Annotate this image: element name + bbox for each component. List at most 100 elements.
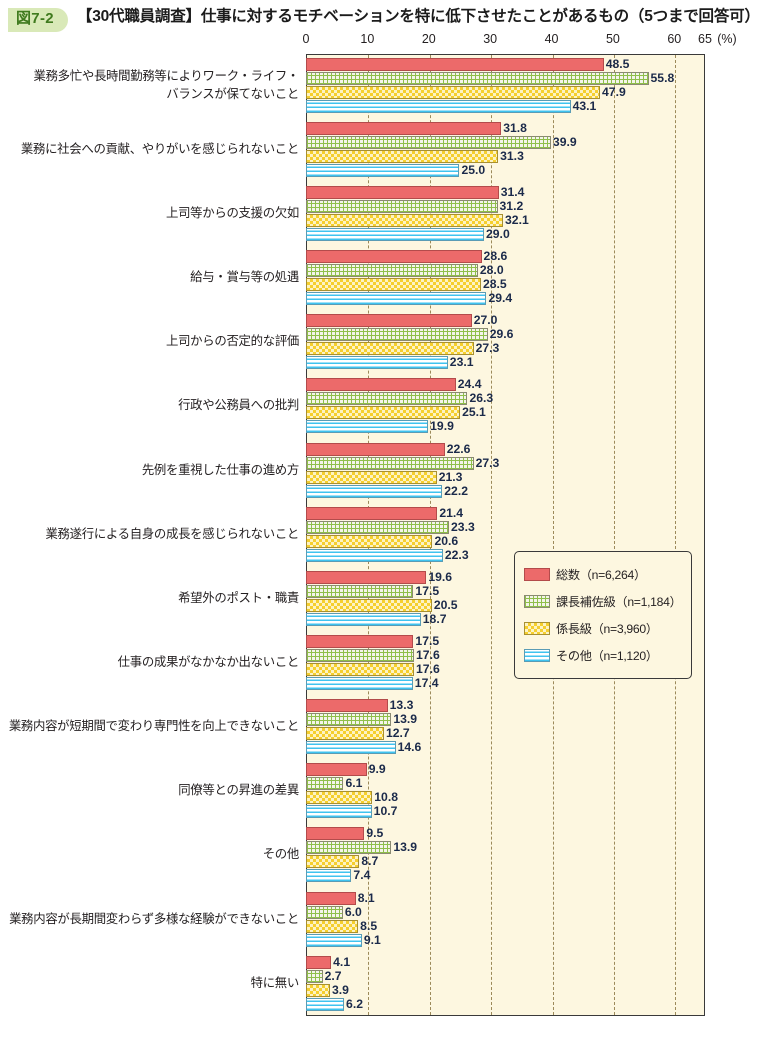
bar-総数（n=6,264）[interactable] <box>306 699 388 713</box>
bar-value-label: 10.8 <box>374 790 399 805</box>
bar-value-label: 31.4 <box>500 185 525 200</box>
bar-係長級（n=3,960）[interactable] <box>306 85 601 99</box>
bar-その他（n=1,120）[interactable] <box>306 869 352 883</box>
x-tick-10: 10 <box>360 31 375 46</box>
bar-課長補佐級（n=1,184）[interactable] <box>306 392 468 406</box>
bar-課長補佐級（n=1,184）[interactable] <box>306 713 392 727</box>
x-axis-tick-labels: 0 10 20 30 40 50 60 65 (%) <box>0 32 760 54</box>
bar-その他（n=1,120）[interactable] <box>306 420 429 434</box>
bar-その他（n=1,120）[interactable] <box>306 356 448 370</box>
category-label: 業務多忙や長時間勤務等によりワーク・ライフ・ バランスが保てないこと <box>0 68 300 104</box>
legend-item-assistant_manager[interactable]: 課長補佐級（n=1,184） <box>524 588 683 615</box>
gridline-30 <box>491 54 493 1015</box>
bar-課長補佐級（n=1,184）[interactable] <box>306 969 323 983</box>
bar-課長補佐級（n=1,184）[interactable] <box>306 264 478 278</box>
legend-swatch-assistant_manager <box>524 594 550 608</box>
bar-係長級（n=3,960）[interactable] <box>306 278 481 292</box>
chart-row: 給与・賞与等の処遇 28.6 28.0 28.5 29.4 <box>0 249 760 306</box>
bar-総数（n=6,264）[interactable] <box>306 570 427 584</box>
category-label-line: 給与・賞与等の処遇 <box>190 270 299 285</box>
bar-value-label: 23.1 <box>449 355 474 370</box>
bar-その他（n=1,120）[interactable] <box>306 99 571 113</box>
bar-その他（n=1,120）[interactable] <box>306 997 345 1011</box>
chart-container: 0 10 20 30 40 50 60 65 (%) 業務多忙や長時間勤務等によりワーク・ライフ… <box>0 32 760 1037</box>
legend-swatch-section_chief <box>524 621 550 635</box>
bar-総数（n=6,264）[interactable] <box>306 121 502 135</box>
bar-係長級（n=3,960）[interactable] <box>306 534 433 548</box>
category-label-line: 仕事の成果がなかなか出ないこと <box>117 655 300 670</box>
bar-その他（n=1,120）[interactable] <box>306 292 487 306</box>
x-tick-65: 65 <box>698 31 712 46</box>
bar-課長補佐級（n=1,184）[interactable] <box>306 328 488 342</box>
bar-係長級（n=3,960）[interactable] <box>306 149 499 163</box>
bar-value-label: 2.7 <box>324 968 342 983</box>
chart-row: 希望外のポスト・職責 19.6 17.5 20.5 18.7 <box>0 570 760 627</box>
legend-item-total[interactable]: 総数（n=6,264） <box>524 561 683 588</box>
bar-係長級（n=3,960）[interactable] <box>306 214 504 228</box>
bar-その他（n=1,120）[interactable] <box>306 163 460 177</box>
bar-課長補佐級（n=1,184）[interactable] <box>306 584 414 598</box>
category-label: 上司等からの支援の欠如 <box>0 205 299 223</box>
bar-総数（n=6,264）[interactable] <box>306 250 482 264</box>
bar-総数（n=6,264）[interactable] <box>306 314 472 328</box>
bar-value-label: 17.4 <box>414 676 439 691</box>
category-label-line: 業務遂行による自身の成長を感じられないこと <box>45 526 299 541</box>
bar-その他（n=1,120）[interactable] <box>306 741 396 755</box>
bar-value-label: 13.9 <box>393 712 418 727</box>
bar-係長級（n=3,960）[interactable] <box>306 791 373 805</box>
category-label-line: 業務内容が短期間で変わり専門性を向上できないこと <box>8 719 299 734</box>
legend-label-other: その他（n=1,120） <box>556 649 658 664</box>
bar-課長補佐級（n=1,184）[interactable] <box>306 905 343 919</box>
bar-value-label: 27.3 <box>475 455 500 470</box>
bar-value-label: 8.1 <box>357 890 375 905</box>
bar-総数（n=6,264）[interactable] <box>306 763 367 777</box>
category-label: 先例を重視した仕事の進め方 <box>0 462 299 480</box>
bar-その他（n=1,120）[interactable] <box>306 677 413 691</box>
bar-value-label: 17.6 <box>416 648 440 663</box>
bar-value-label: 17.5 <box>415 634 440 649</box>
bar-課長補佐級（n=1,184）[interactable] <box>306 135 551 149</box>
bar-係長級（n=3,960）[interactable] <box>306 919 359 933</box>
bar-課長補佐級（n=1,184）[interactable] <box>306 456 474 470</box>
bar-係長級（n=3,960）[interactable] <box>306 983 330 997</box>
bar-係長級（n=3,960）[interactable] <box>306 342 474 356</box>
x-axis-unit-label: (%) <box>717 31 737 46</box>
bar-その他（n=1,120）[interactable] <box>306 228 484 242</box>
category-label: 業務に社会への貢献、やりがいを感じられないこと <box>0 141 299 159</box>
bar-その他（n=1,120）[interactable] <box>306 548 443 562</box>
bar-係長級（n=3,960）[interactable] <box>306 470 437 484</box>
legend-item-section_chief[interactable]: 係長級（n=3,960） <box>524 615 683 642</box>
bar-課長補佐級（n=1,184）[interactable] <box>306 841 392 855</box>
bar-総数（n=6,264）[interactable] <box>306 891 356 905</box>
bar-その他（n=1,120）[interactable] <box>306 612 421 626</box>
legend-label-section_chief: 係長級（n=3,960） <box>556 622 658 637</box>
bar-課長補佐級（n=1,184）[interactable] <box>306 520 450 534</box>
chart-row: 同僚等との昇進の差異 9.9 6.1 10.8 10.7 <box>0 762 760 819</box>
bar-係長級（n=3,960）[interactable] <box>306 598 432 612</box>
bar-総数（n=6,264）[interactable] <box>306 57 604 71</box>
bar-総数（n=6,264）[interactable] <box>306 378 456 392</box>
bar-係長級（n=3,960）[interactable] <box>306 727 384 741</box>
legend-item-other[interactable]: その他（n=1,120） <box>524 642 683 669</box>
bar-課長補佐級（n=1,184）[interactable] <box>306 777 344 791</box>
category-label: 給与・賞与等の処遇 <box>0 269 299 287</box>
bar-value-label: 31.3 <box>500 148 524 163</box>
bar-その他（n=1,120）[interactable] <box>306 484 443 498</box>
bar-総数（n=6,264）[interactable] <box>306 827 365 841</box>
bar-その他（n=1,120）[interactable] <box>306 933 362 947</box>
bar-係長級（n=3,960）[interactable] <box>306 406 461 420</box>
bar-課長補佐級（n=1,184）[interactable] <box>306 649 415 663</box>
bar-総数（n=6,264）[interactable] <box>306 186 499 200</box>
bar-係長級（n=3,960）[interactable] <box>306 855 360 869</box>
chart-row: 特に無い 4.1 2.7 3.9 6.2 <box>0 955 760 1012</box>
bar-value-label: 7.4 <box>353 868 371 883</box>
bar-課長補佐級（n=1,184）[interactable] <box>306 71 649 85</box>
bar-その他（n=1,120）[interactable] <box>306 805 372 819</box>
category-label-line: 希望外のポスト・職責 <box>178 590 299 605</box>
bar-総数（n=6,264）[interactable] <box>306 635 414 649</box>
bar-係長級（n=3,960）[interactable] <box>306 663 415 677</box>
bar-課長補佐級（n=1,184）[interactable] <box>306 200 498 214</box>
bar-総数（n=6,264）[interactable] <box>306 506 438 520</box>
bar-総数（n=6,264）[interactable] <box>306 955 332 969</box>
bar-総数（n=6,264）[interactable] <box>306 442 445 456</box>
